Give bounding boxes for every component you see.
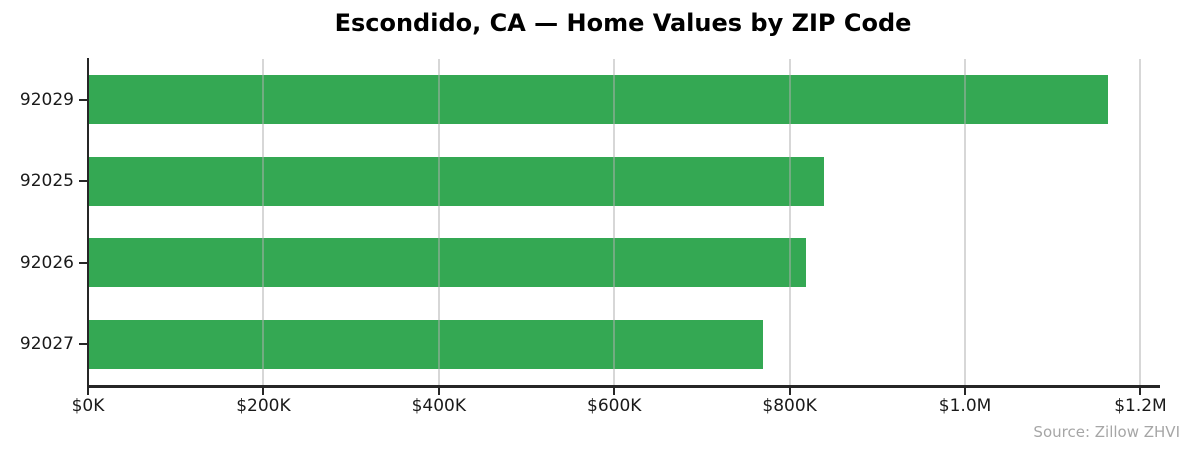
x-tick-label: $1.2M xyxy=(1114,396,1167,416)
x-tick-label: $400K xyxy=(411,396,467,416)
chart-title: Escondido, CA — Home Values by ZIP Code xyxy=(334,9,912,37)
y-tick-label-92027: 92027 xyxy=(19,334,74,355)
x-tick-mark xyxy=(262,387,265,395)
y-tick-mark xyxy=(79,98,87,101)
source-note: Source: Zillow ZHVI xyxy=(1033,423,1180,441)
x-tick-mark xyxy=(1139,387,1142,395)
gridline xyxy=(613,59,616,385)
x-tick-label: $1.0M xyxy=(938,396,992,416)
gridline xyxy=(437,59,440,385)
y-tick-mark xyxy=(79,180,87,183)
gridline xyxy=(1139,59,1142,385)
x-tick-label: $0K xyxy=(71,396,105,416)
y-axis-spine xyxy=(87,58,89,387)
x-tick-label: $600K xyxy=(587,396,642,416)
x-tick-mark xyxy=(964,387,967,395)
x-tick-label: $800K xyxy=(762,396,817,416)
bar-92025 xyxy=(89,156,824,206)
gridline xyxy=(964,59,967,385)
x-tick-mark xyxy=(613,387,616,395)
bar-92026 xyxy=(89,238,807,288)
gridline xyxy=(788,59,791,385)
x-tick-label: $200K xyxy=(236,396,291,416)
y-tick-mark xyxy=(79,261,87,264)
y-tick-label-92029: 92029 xyxy=(19,89,74,110)
x-tick-mark xyxy=(788,387,791,395)
plot-area xyxy=(88,59,1158,385)
x-tick-mark xyxy=(437,387,440,395)
bar-92027 xyxy=(89,319,764,369)
gridline xyxy=(262,59,265,385)
bar-92029 xyxy=(89,75,1109,125)
x-tick-mark xyxy=(87,387,89,395)
y-tick-label-92026: 92026 xyxy=(19,252,74,273)
y-tick-mark xyxy=(79,343,87,346)
y-tick-label-92025: 92025 xyxy=(19,171,74,192)
x-axis-spine xyxy=(87,385,1160,388)
